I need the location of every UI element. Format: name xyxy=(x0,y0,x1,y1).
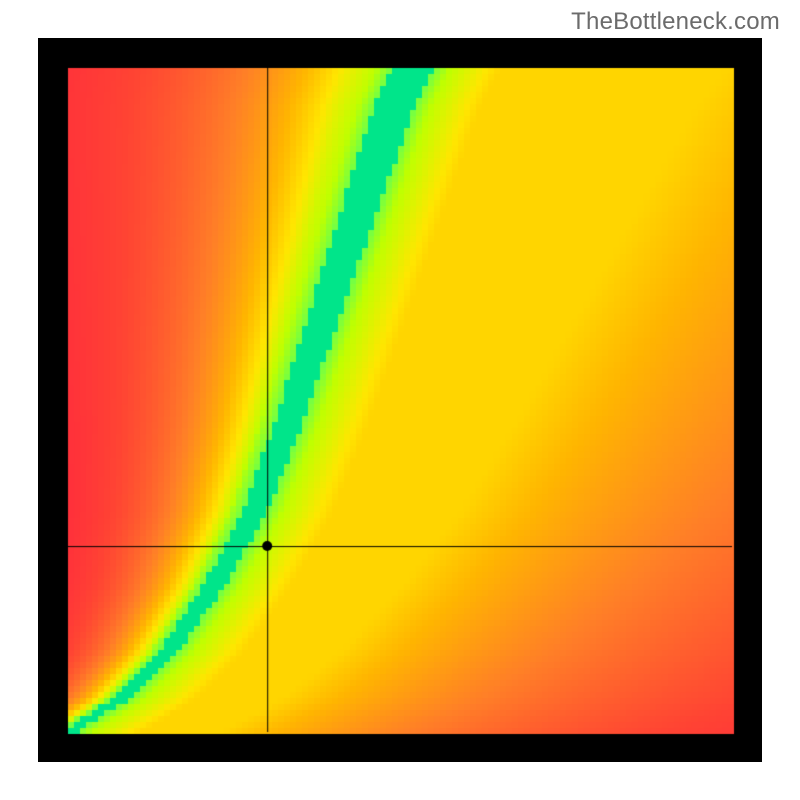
watermark-text: TheBottleneck.com xyxy=(571,8,780,36)
heatmap-canvas xyxy=(38,38,762,762)
plot-border xyxy=(38,38,762,762)
chart-container: TheBottleneck.com xyxy=(0,0,800,800)
